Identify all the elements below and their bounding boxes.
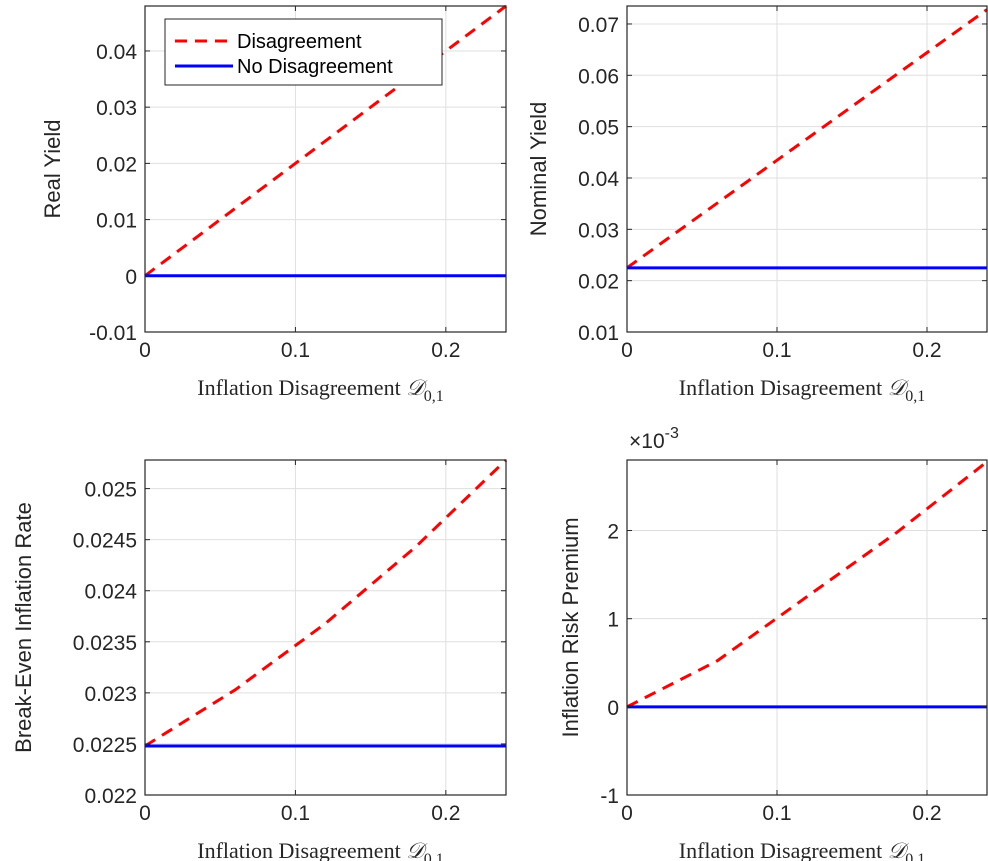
y-scale-base: ×10 xyxy=(629,430,665,453)
y-scale-factor: ×10-3 xyxy=(629,425,679,453)
plot-area xyxy=(627,6,987,332)
y-tick-label: 0.03 xyxy=(578,219,619,242)
y-tick-label: 0.01 xyxy=(96,210,137,233)
y-tick-label: 0 xyxy=(607,697,619,720)
x-tick-label: 0.1 xyxy=(762,339,791,362)
x-axis-label: Inflation Disagreement 𝒟0,1 xyxy=(679,375,926,405)
y-tick-label: -0.01 xyxy=(89,322,137,345)
y-tick-label: 0.023 xyxy=(84,683,137,706)
y-tick-label: 0.04 xyxy=(96,41,137,64)
y-tick-label: 0.02 xyxy=(578,271,619,294)
x-axis-label-text: Inflation Disagreement xyxy=(679,375,888,400)
x-tick-label: 0 xyxy=(139,802,151,825)
y-tick-label: 2 xyxy=(607,521,619,544)
x-axis-label: Inflation Disagreement 𝒟0,1 xyxy=(679,838,926,861)
y-tick-label: 0.0235 xyxy=(73,632,137,655)
x-axis-label: Inflation Disagreement 𝒟0,1 xyxy=(197,375,444,405)
y-axis-label: Nominal Yield xyxy=(526,102,551,237)
y-tick-label: 0.06 xyxy=(578,65,619,88)
x-tick-label: 0.2 xyxy=(431,339,460,362)
x-tick-label: 0 xyxy=(621,802,633,825)
legend-label: Disagreement xyxy=(237,31,362,53)
y-scale-exponent: -3 xyxy=(665,425,679,442)
y-tick-label: 0.01 xyxy=(578,322,619,345)
y-tick-label: 0.03 xyxy=(96,97,137,120)
x-axis-label-text: Inflation Disagreement xyxy=(197,375,406,400)
y-tick-label: 0.025 xyxy=(84,479,137,502)
y-tick-label: 0.024 xyxy=(84,581,137,604)
y-tick-label: 0.02 xyxy=(96,153,137,176)
y-axis-label: Real Yield xyxy=(40,119,65,218)
x-axis-label-subscript: 0,1 xyxy=(424,388,444,405)
chart-panel-2: 0 0.1 0.2 0.01 0.02 0.03 0.04 0.05 0.06 0.07 Nomin… xyxy=(526,6,987,405)
y-tick-label: 1 xyxy=(607,609,619,632)
x-tick-label: 0.2 xyxy=(912,339,941,362)
x-tick-label: 0.1 xyxy=(281,802,310,825)
x-axis-label: Inflation Disagreement 𝒟0,1 xyxy=(197,838,444,861)
x-axis-label-subscript: 0,1 xyxy=(905,388,925,405)
y-tick-label: 0.0245 xyxy=(73,530,137,553)
y-tick-label: 0.04 xyxy=(578,168,619,191)
x-tick-label: 0 xyxy=(139,339,151,362)
x-axis-label-subscript: 0,1 xyxy=(424,851,444,861)
x-axis-label-text: Inflation Disagreement xyxy=(679,838,888,861)
y-axis-label: Break-Even Inflation Rate xyxy=(11,502,36,753)
x-tick-label: 0 xyxy=(621,339,633,362)
x-axis-label-text: Inflation Disagreement xyxy=(197,838,406,861)
legend-label: No Disagreement xyxy=(237,56,393,78)
x-tick-label: 0.2 xyxy=(912,802,941,825)
legend: Disagreement No Disagreement xyxy=(165,19,442,85)
y-tick-label: -1 xyxy=(600,785,619,808)
y-tick-label: 0.0225 xyxy=(73,734,137,757)
x-tick-label: 0.1 xyxy=(281,339,310,362)
x-axis-label-subscript: 0,1 xyxy=(905,851,925,861)
x-tick-label: 0.2 xyxy=(431,802,460,825)
y-axis-label: Inflation Risk Premium xyxy=(558,517,583,737)
x-tick-label: 0.1 xyxy=(762,802,791,825)
y-tick-label: 0 xyxy=(125,266,137,289)
chart-panel-3: 0 0.1 0.2 0.022 0.0225 0.023 0.0235 0.024 0.0245… xyxy=(11,460,506,861)
y-tick-label: 0.05 xyxy=(578,117,619,140)
y-tick-label: 0.07 xyxy=(578,14,619,37)
plot-area xyxy=(627,460,987,795)
y-tick-label: 0.022 xyxy=(84,785,137,808)
